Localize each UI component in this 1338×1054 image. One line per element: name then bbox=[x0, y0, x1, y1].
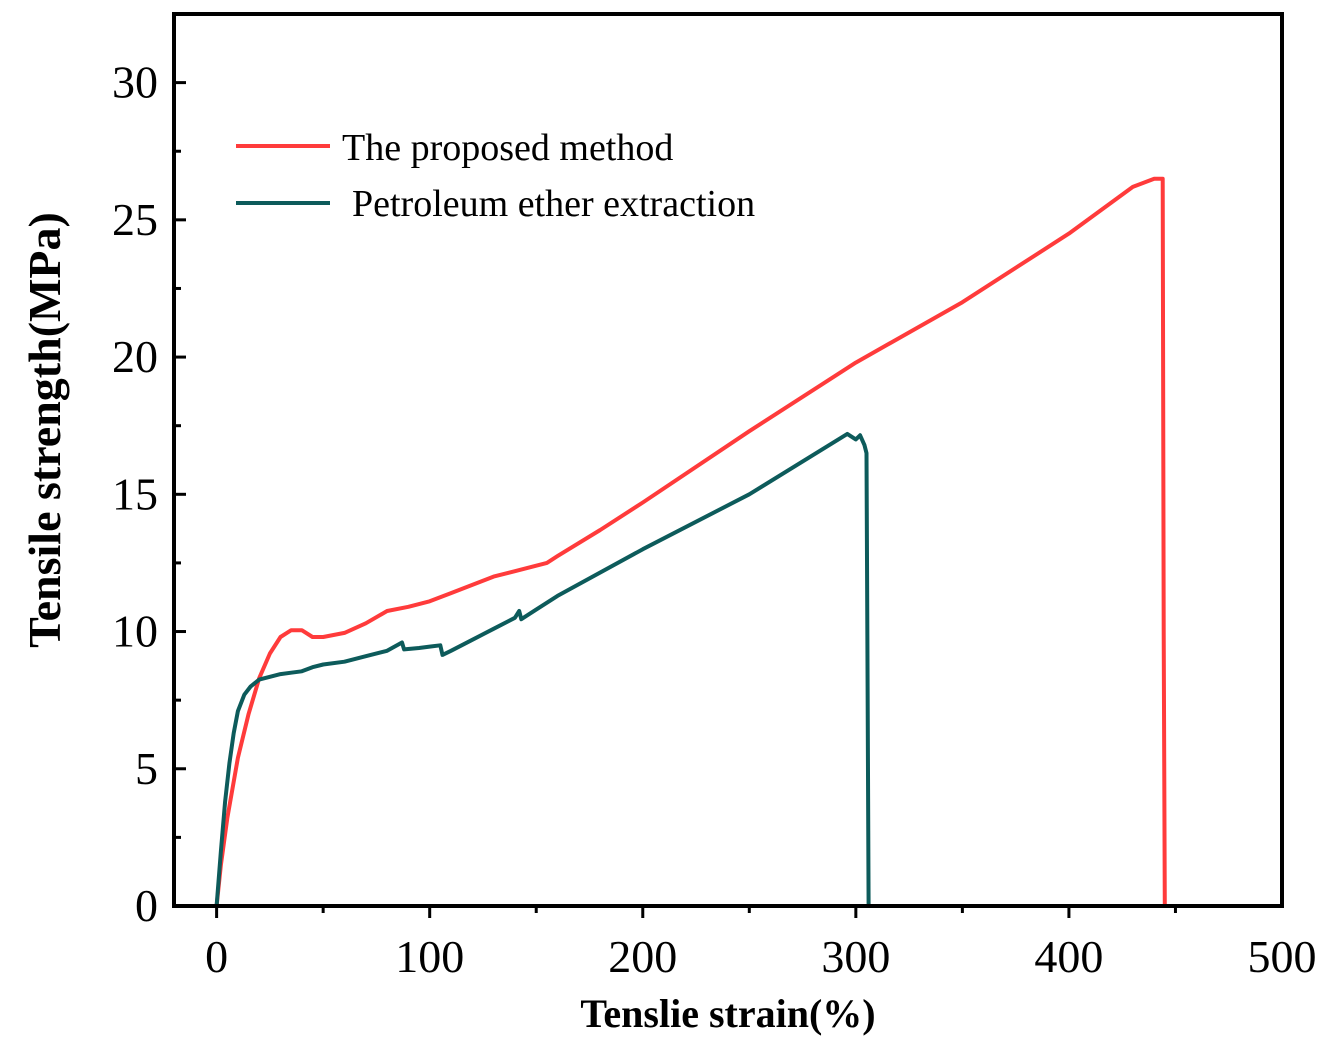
x-tick-label: 0 bbox=[205, 931, 228, 982]
legend-label-petroleum: Petroleum ether extraction bbox=[352, 183, 755, 225]
legend-label-proposed: The proposed method bbox=[342, 127, 673, 169]
series-line-0 bbox=[214, 176, 1167, 908]
x-tick-label: 100 bbox=[395, 931, 464, 982]
series-line-1 bbox=[214, 431, 871, 908]
y-tick-label: 25 bbox=[112, 194, 158, 245]
y-tick-label: 15 bbox=[112, 468, 158, 519]
x-tick-label: 300 bbox=[821, 931, 890, 982]
y-tick-label: 5 bbox=[135, 743, 158, 794]
y-tick-label: 30 bbox=[112, 57, 158, 108]
series-layer bbox=[214, 176, 1167, 908]
y-tick-label: 0 bbox=[135, 880, 158, 931]
y-tick-label: 10 bbox=[112, 606, 158, 657]
plot-frame bbox=[172, 12, 1284, 908]
x-tick-label: 500 bbox=[1248, 931, 1317, 982]
legend: The proposed method Petroleum ether extr… bbox=[236, 127, 755, 225]
y-tick-label: 20 bbox=[112, 331, 158, 382]
x-axis-title: Tenslie strain(%) bbox=[580, 991, 875, 1036]
x-tick-label: 400 bbox=[1034, 931, 1103, 982]
y-axis-title: Tensile strength(MPa) bbox=[19, 212, 70, 648]
x-tick-label: 200 bbox=[608, 931, 677, 982]
